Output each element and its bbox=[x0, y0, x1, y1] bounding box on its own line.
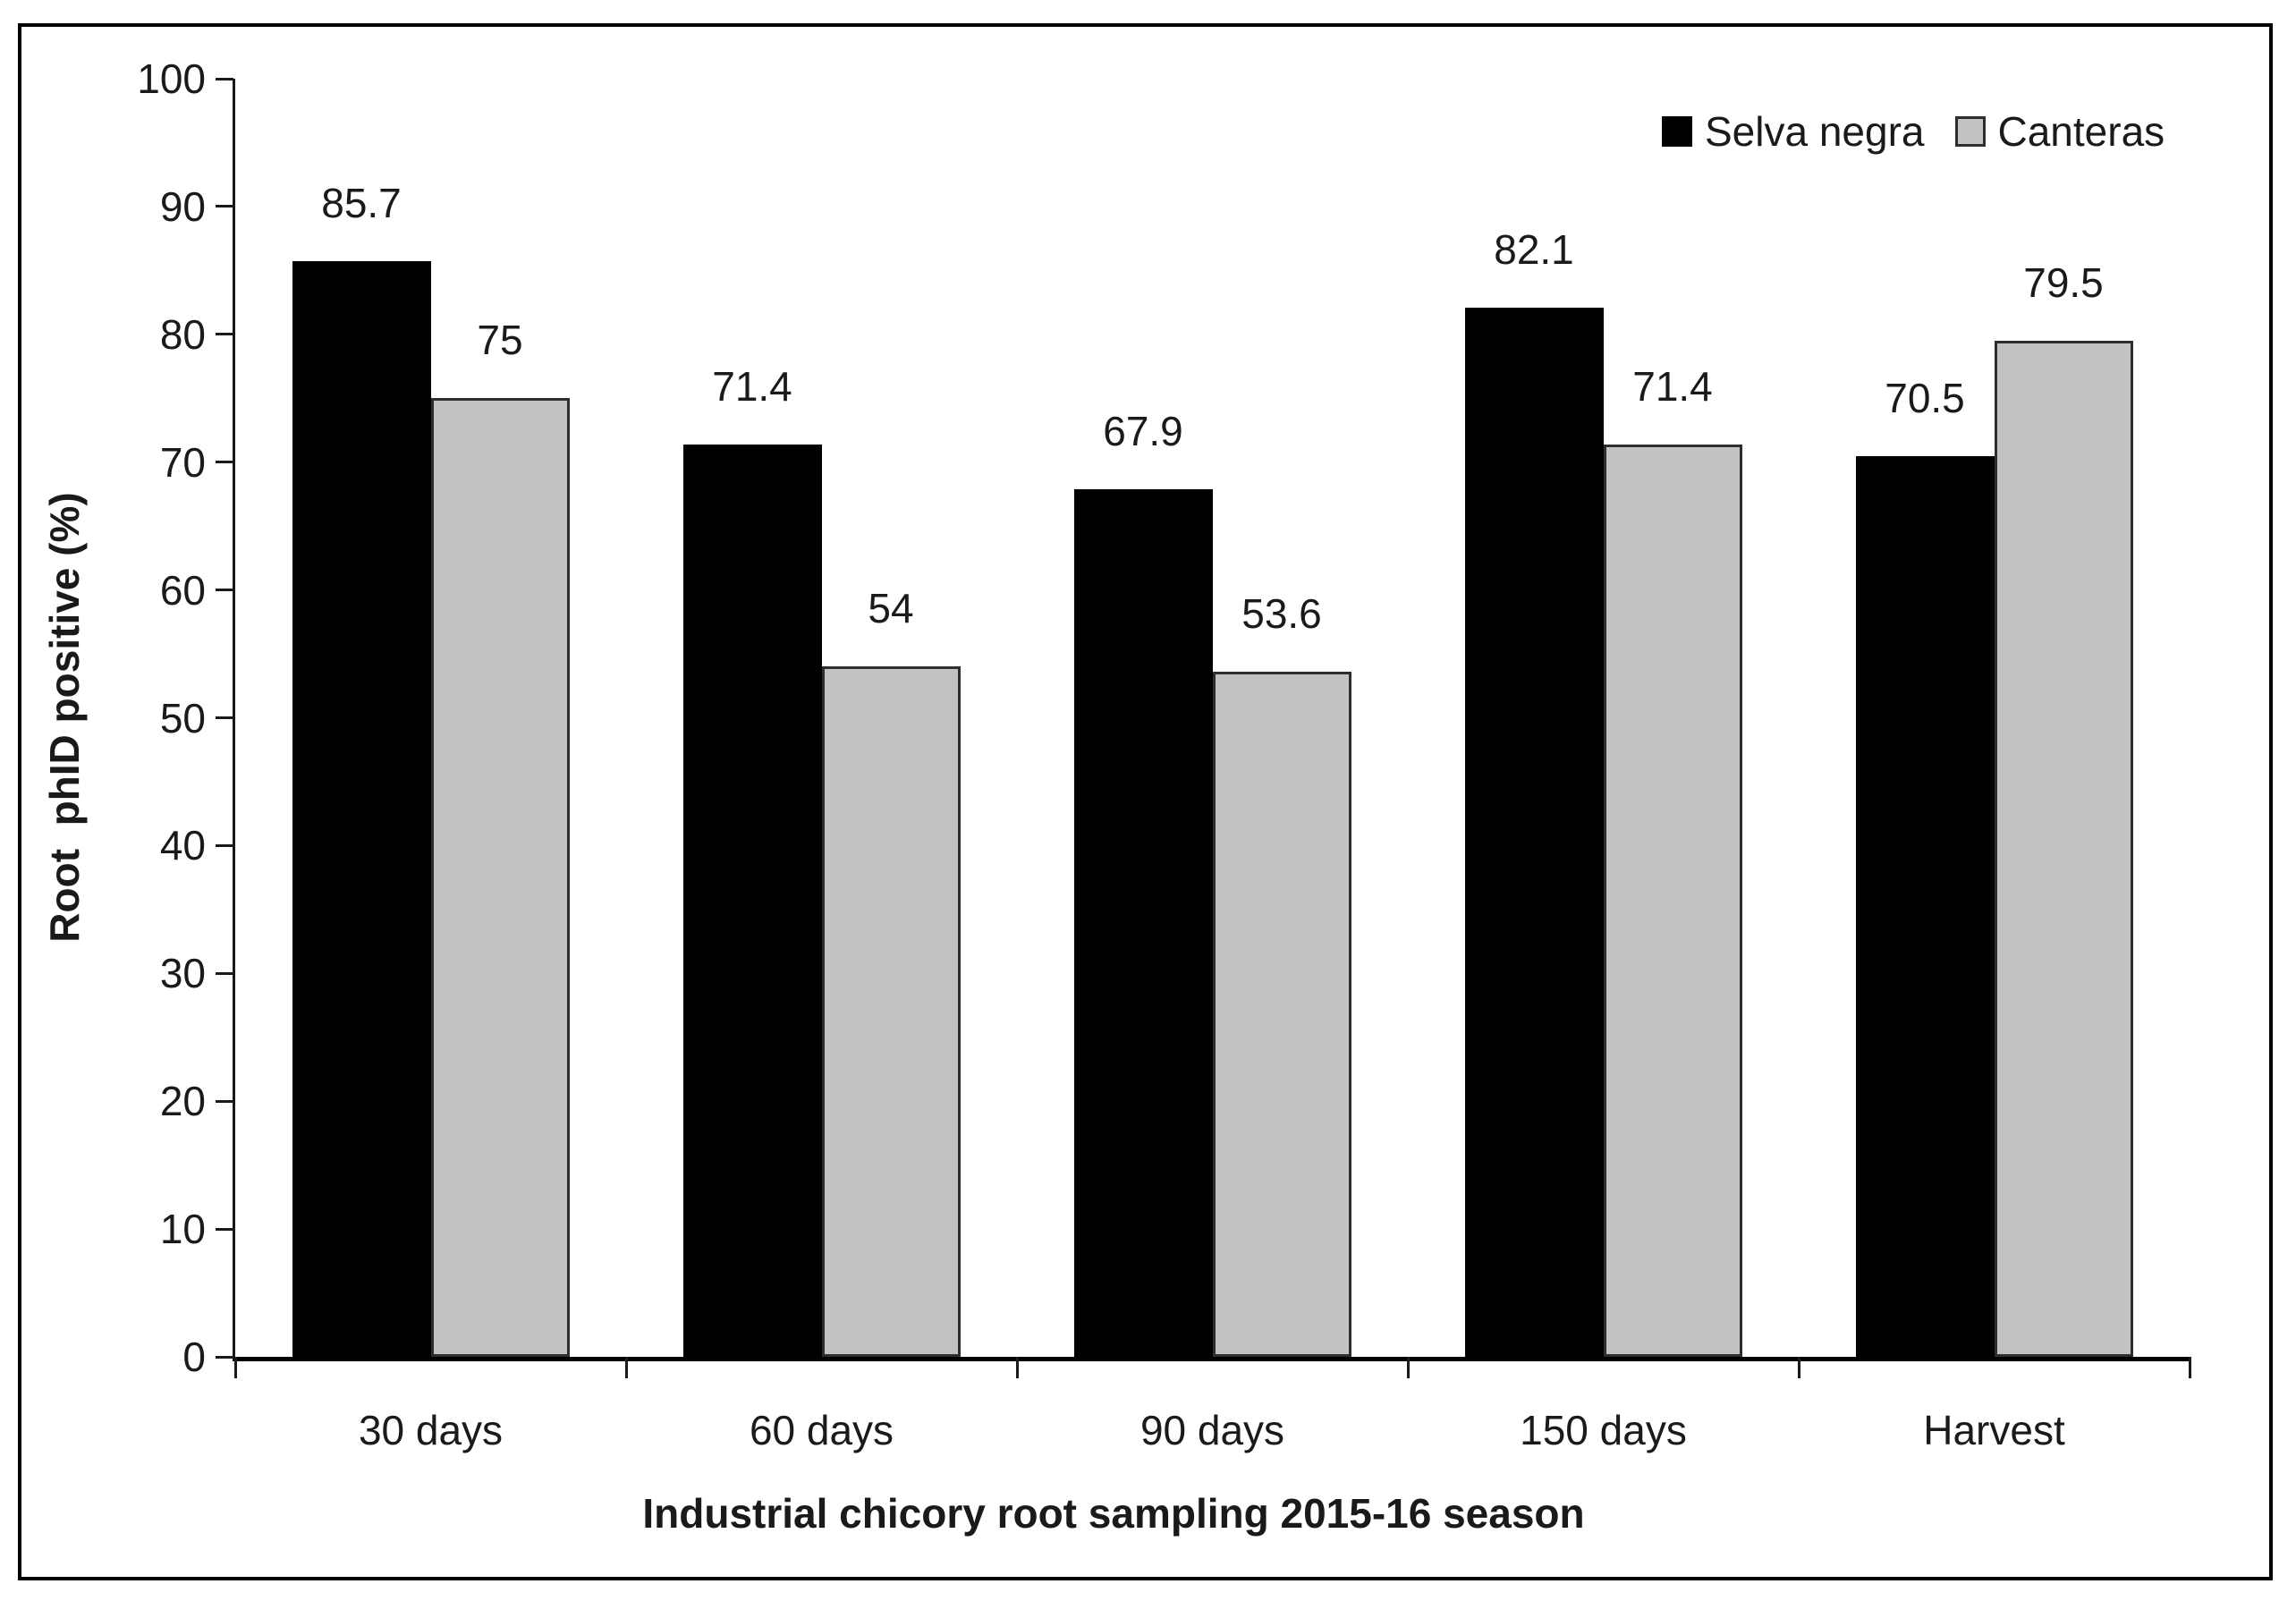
plot-area bbox=[233, 79, 2190, 1361]
y-tick-label: 30 bbox=[159, 950, 206, 997]
bar-value-label: 71.4 bbox=[1632, 362, 1713, 410]
bar-value-label: 54 bbox=[868, 585, 914, 632]
x-axis-tick bbox=[2188, 1357, 2191, 1378]
y-axis-tick bbox=[216, 716, 233, 719]
y-axis-tick bbox=[216, 1355, 233, 1359]
bar-selva-negra bbox=[682, 444, 822, 1357]
y-axis-tick bbox=[216, 205, 233, 208]
x-axis-tick bbox=[233, 1357, 237, 1378]
y-axis-tick bbox=[216, 333, 233, 336]
bar-value-label: 67.9 bbox=[1103, 407, 1183, 454]
category-label: Harvest bbox=[1923, 1407, 2065, 1453]
category-label: 30 days bbox=[358, 1407, 504, 1453]
y-axis-tick bbox=[216, 1099, 233, 1103]
legend-item-canteras: Canteras bbox=[1954, 107, 2165, 156]
bar-canteras bbox=[1603, 444, 1742, 1357]
y-tick-label: 10 bbox=[159, 1206, 206, 1253]
bar-canteras bbox=[430, 398, 570, 1357]
legend: Selva negra Canteras bbox=[1662, 107, 2165, 156]
bar-selva-negra bbox=[1464, 307, 1604, 1357]
y-tick-label: 40 bbox=[159, 822, 206, 869]
legend-label-canteras: Canteras bbox=[1997, 108, 2165, 155]
bar-canteras bbox=[1212, 672, 1351, 1357]
y-tick-label: 70 bbox=[159, 438, 206, 486]
legend-item-selva-negra: Selva negra bbox=[1662, 107, 1925, 156]
bar-canteras bbox=[1994, 340, 2133, 1357]
x-axis-tick bbox=[1406, 1357, 1410, 1378]
y-tick-label: 80 bbox=[159, 310, 206, 358]
bar-value-label: 82.1 bbox=[1494, 225, 1574, 273]
bar-canteras bbox=[821, 666, 961, 1357]
y-axis-tick bbox=[216, 843, 233, 847]
x-axis-tick bbox=[1015, 1357, 1019, 1378]
y-tick-label: 60 bbox=[159, 566, 206, 614]
y-axis-tick bbox=[216, 971, 233, 975]
bar-selva-negra bbox=[1073, 488, 1213, 1357]
bar-selva-negra bbox=[1855, 455, 1995, 1357]
y-tick-label: 50 bbox=[159, 694, 206, 741]
category-label: 60 days bbox=[749, 1407, 894, 1453]
y-tick-label: 20 bbox=[159, 1078, 206, 1125]
y-axis-tick bbox=[216, 461, 233, 464]
y-tick-label: 0 bbox=[182, 1334, 206, 1380]
legend-label-selva-negra: Selva negra bbox=[1705, 108, 1925, 155]
bar-value-label: 79.5 bbox=[2023, 258, 2104, 306]
bar-value-label: 53.6 bbox=[1241, 590, 1322, 638]
bar-value-label: 85.7 bbox=[321, 180, 402, 227]
bar-value-label: 71.4 bbox=[712, 362, 792, 410]
x-axis-title: Industrial chicory root sampling 2015-16… bbox=[642, 1490, 1585, 1537]
y-tick-label: 100 bbox=[137, 55, 206, 102]
x-axis-tick bbox=[624, 1357, 628, 1378]
legend-swatch-selva-negra-icon bbox=[1662, 116, 1692, 147]
y-tick-label: 90 bbox=[159, 182, 206, 230]
y-axis-tick bbox=[216, 1227, 233, 1231]
legend-swatch-canteras-icon bbox=[1954, 116, 1986, 147]
bar-value-label: 75 bbox=[477, 317, 523, 364]
y-axis-tick bbox=[216, 77, 233, 80]
y-axis-tick bbox=[216, 589, 233, 592]
bar-selva-negra bbox=[292, 261, 431, 1357]
category-label: 90 days bbox=[1140, 1407, 1285, 1453]
x-axis-tick bbox=[1797, 1357, 1800, 1378]
category-label: 150 days bbox=[1520, 1407, 1687, 1453]
bar-value-label: 70.5 bbox=[1885, 374, 1965, 421]
